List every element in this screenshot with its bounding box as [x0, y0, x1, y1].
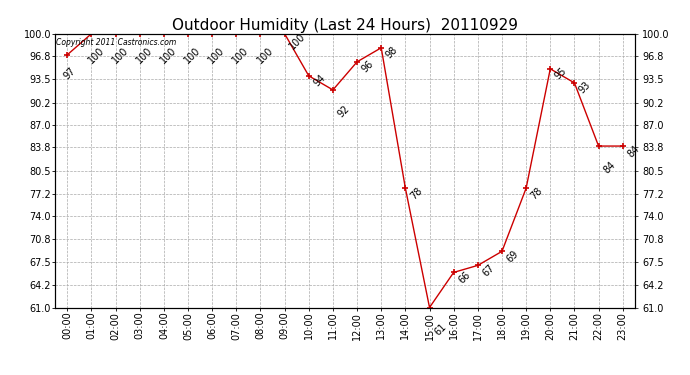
Text: 93: 93	[578, 80, 593, 96]
Text: Copyright 2011 Castronics.com: Copyright 2011 Castronics.com	[57, 38, 177, 47]
Text: 94: 94	[312, 73, 327, 89]
Text: 78: 78	[408, 185, 424, 201]
Text: 92: 92	[336, 104, 351, 120]
Text: 100: 100	[110, 45, 130, 65]
Text: 100: 100	[288, 31, 308, 51]
Text: 84: 84	[602, 160, 617, 176]
Text: 67: 67	[481, 262, 496, 278]
Text: 100: 100	[182, 45, 203, 65]
Text: 100: 100	[206, 45, 227, 65]
Text: 100: 100	[158, 45, 179, 65]
Text: 97: 97	[61, 66, 77, 82]
Text: 95: 95	[553, 66, 569, 82]
Text: 100: 100	[230, 45, 251, 65]
Text: 100: 100	[86, 45, 106, 65]
Text: 100: 100	[255, 45, 275, 65]
Text: 96: 96	[360, 59, 375, 75]
Text: 84: 84	[626, 143, 641, 159]
Title: Outdoor Humidity (Last 24 Hours)  20110929: Outdoor Humidity (Last 24 Hours) 2011092…	[172, 18, 518, 33]
Text: 100: 100	[134, 45, 155, 65]
Text: 98: 98	[384, 45, 400, 61]
Text: 78: 78	[529, 185, 544, 201]
Text: 61: 61	[433, 321, 448, 337]
Text: 66: 66	[457, 270, 472, 285]
Text: 69: 69	[505, 249, 520, 264]
